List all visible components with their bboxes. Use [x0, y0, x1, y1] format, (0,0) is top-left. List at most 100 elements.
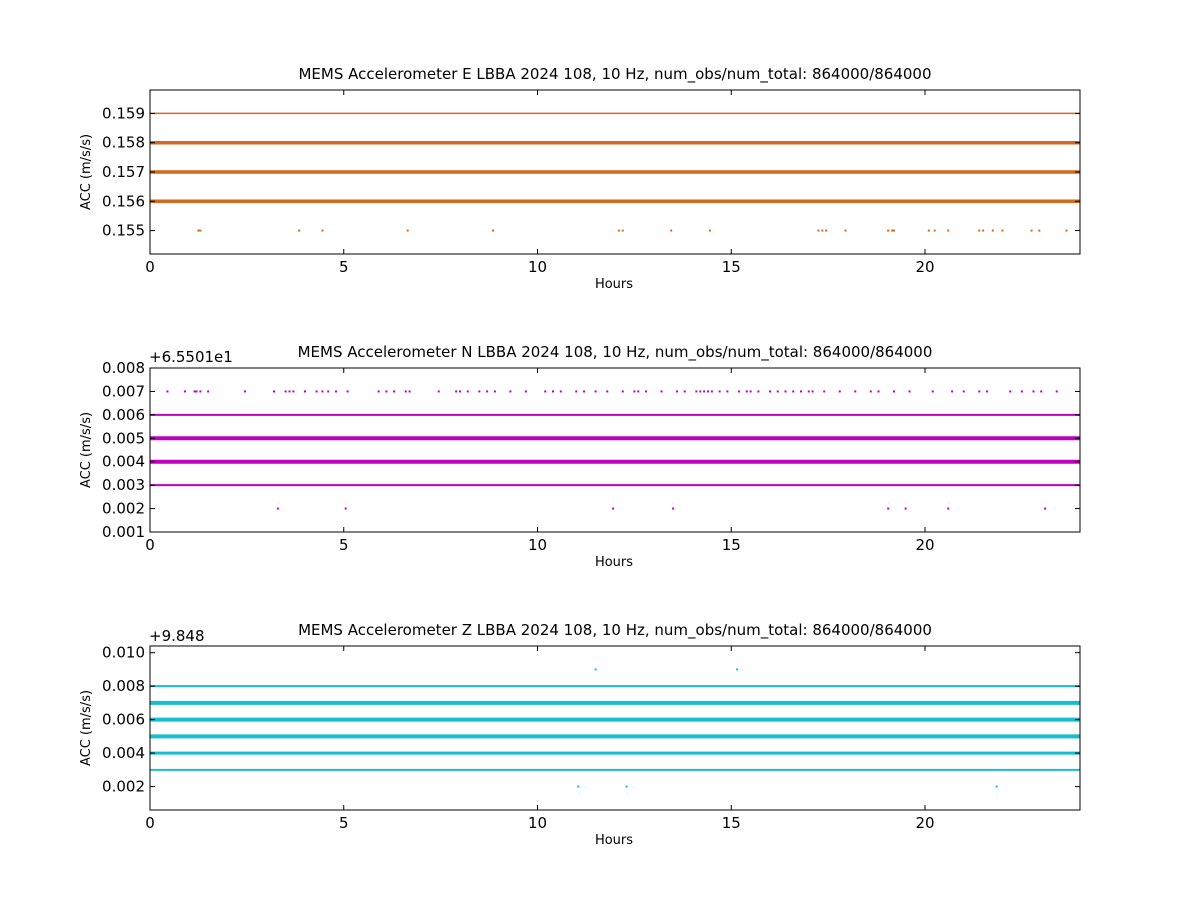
data-point [276, 507, 279, 510]
y-tick-label: 0.002 [102, 500, 145, 518]
data-point [978, 390, 981, 393]
data-point [393, 390, 396, 393]
x-tick-label: 5 [339, 258, 349, 276]
data-point [466, 390, 469, 393]
data-point [385, 390, 388, 393]
data-point [825, 229, 828, 232]
data-point [288, 390, 291, 393]
data-point [344, 507, 347, 510]
y-tick-label: 0.004 [102, 744, 145, 762]
data-point [745, 390, 748, 393]
data-point [844, 229, 847, 232]
data-point [670, 229, 673, 232]
chart-title: MEMS Accelerometer Z LBBA 2024 108, 10 H… [298, 621, 932, 640]
x-tick-label: 10 [528, 536, 547, 554]
data-point [672, 507, 675, 510]
y-tick-label: 0.005 [102, 429, 145, 447]
data-point [1065, 229, 1068, 232]
data-point [738, 390, 740, 393]
x-tick-label: 5 [339, 814, 349, 832]
data-point [792, 390, 795, 393]
data-point [193, 390, 196, 393]
data-point [1001, 229, 1004, 232]
data-point [304, 390, 306, 393]
data-point [784, 390, 787, 393]
data-point [509, 390, 512, 393]
x-tick-label: 20 [915, 258, 934, 276]
data-point [327, 390, 330, 393]
data-point [408, 390, 411, 393]
data-point [1009, 390, 1012, 393]
data-point [491, 229, 494, 232]
plot-area [150, 112, 1080, 232]
data-point [486, 390, 489, 393]
y-offset-label: +6.5501e1 [149, 348, 233, 366]
data-point [951, 390, 954, 393]
y-axis-label: ACC (m/s/s) [79, 690, 94, 766]
data-point [703, 390, 706, 393]
data-point [757, 390, 760, 393]
x-tick-label: 20 [915, 536, 934, 554]
data-point [1044, 507, 1047, 510]
data-point [1055, 390, 1058, 393]
data-point [199, 390, 202, 393]
chart-title: MEMS Accelerometer E LBBA 2024 108, 10 H… [298, 65, 931, 84]
data-point [986, 390, 988, 393]
y-tick-label: 0.008 [102, 677, 145, 695]
data-point [183, 390, 186, 393]
panel-accelerometer-e: MEMS Accelerometer E LBBA 2024 108, 10 H… [79, 65, 1081, 292]
data-point [991, 229, 994, 232]
x-axis-label: Hours [595, 555, 633, 570]
chart-title: MEMS Accelerometer N LBBA 2024 108, 10 H… [298, 343, 933, 362]
y-tick-label: 0.008 [102, 359, 145, 377]
data-point [707, 390, 709, 393]
data-point [982, 229, 985, 232]
data-point [455, 390, 458, 393]
data-point [887, 507, 890, 510]
y-offset-label: +9.848 [149, 627, 205, 645]
data-point [594, 668, 597, 671]
data-point [243, 390, 246, 393]
data-point [437, 390, 440, 393]
data-point [1040, 390, 1043, 393]
x-tick-label: 15 [722, 258, 741, 276]
data-point [891, 229, 894, 232]
data-point [736, 668, 739, 671]
x-axis-label: Hours [595, 833, 633, 848]
x-tick-label: 15 [722, 536, 741, 554]
y-axis-label: ACC (m/s/s) [79, 134, 94, 210]
plot-area [150, 668, 1080, 788]
data-point [377, 390, 380, 393]
data-point [718, 390, 721, 393]
data-point [877, 390, 880, 393]
data-point [524, 390, 527, 393]
data-point [947, 507, 950, 510]
x-tick-label: 10 [528, 258, 547, 276]
data-point [166, 390, 169, 393]
data-point [683, 390, 686, 393]
data-point [645, 390, 647, 393]
data-point [621, 229, 624, 232]
data-point [947, 229, 950, 232]
data-point [978, 229, 981, 232]
plot-area [150, 390, 1080, 510]
data-point [292, 390, 295, 393]
data-point [800, 390, 802, 393]
data-point [769, 390, 771, 393]
data-point [406, 229, 409, 232]
y-tick-label: 0.158 [102, 134, 145, 152]
data-point [637, 390, 640, 393]
data-point [776, 390, 779, 393]
data-point [577, 785, 580, 788]
data-point [708, 229, 711, 232]
data-point [726, 390, 729, 393]
y-tick-label: 0.010 [102, 644, 145, 662]
data-point [995, 785, 998, 788]
data-point [612, 507, 615, 510]
data-point [749, 390, 752, 393]
x-tick-label: 0 [145, 258, 155, 276]
x-tick-label: 20 [915, 814, 934, 832]
y-axis-label: ACC (m/s/s) [79, 412, 94, 488]
data-point [195, 390, 198, 393]
data-point [1038, 229, 1041, 232]
